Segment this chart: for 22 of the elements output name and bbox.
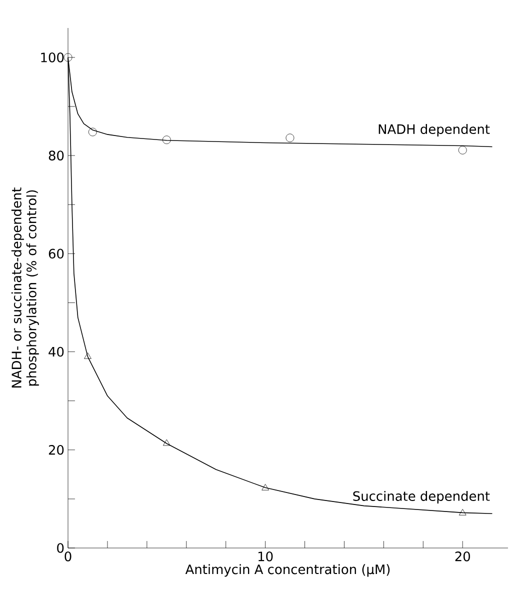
point [262, 484, 269, 490]
y-axis-title: NADH- or succinate-dependent phosphorylation (% of control) [11, 188, 39, 388]
point [458, 146, 467, 154]
x-tick-label: 0 [64, 552, 72, 562]
point [458, 508, 466, 516]
series-label: NADH dependent [378, 124, 490, 137]
series-label: Succinate dependent [353, 490, 490, 504]
point [88, 128, 97, 136]
y-tick-label: 100 [41, 52, 64, 62]
point [64, 53, 72, 62]
x-tick-label: 20 [455, 552, 470, 562]
y-tick-label: 40 [48, 346, 64, 357]
x-tick-label: 10 [258, 552, 273, 562]
y-tick-label: 20 [48, 444, 64, 455]
point [84, 352, 92, 359]
point [163, 439, 170, 446]
point [162, 136, 171, 144]
x-axis-title: Antimycin A concentration (µM) [185, 564, 390, 577]
point [286, 134, 294, 142]
y-tick-label: 80 [48, 150, 64, 160]
y-tick-label: 60 [48, 248, 64, 259]
y-tick-label: 0 [57, 543, 64, 553]
